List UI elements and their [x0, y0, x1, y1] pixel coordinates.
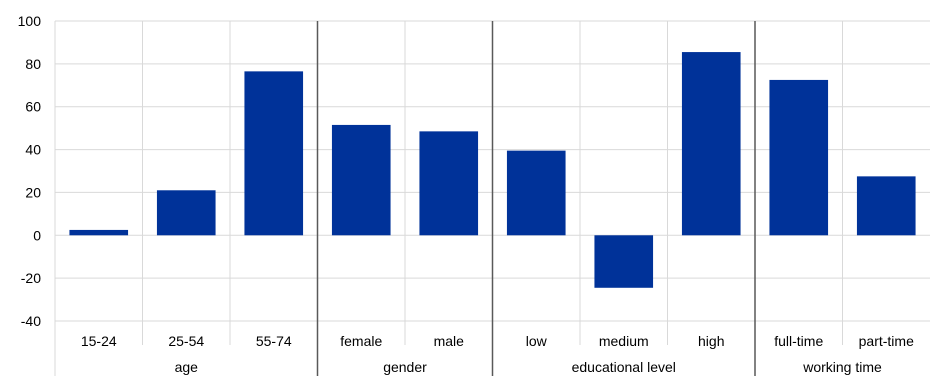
y-tick-label: 80	[25, 56, 41, 72]
bar-female	[331, 124, 391, 236]
x-tick-label: female	[340, 333, 382, 349]
y-tick-label: 0	[33, 227, 41, 243]
x-tick-label: full-time	[774, 333, 823, 349]
y-tick-label: -40	[21, 313, 41, 329]
y-tick-label: 40	[25, 142, 41, 158]
y-tick-label: 100	[18, 13, 42, 29]
group-label: educational level	[572, 359, 676, 375]
y-tick-label: -20	[21, 270, 41, 286]
bar-low	[506, 150, 566, 236]
bars	[69, 52, 916, 288]
x-tick-label: 55-74	[256, 333, 292, 349]
x-tick-label: high	[698, 333, 724, 349]
x-tick-label: 15-24	[81, 333, 117, 349]
labels: 100 80 60 40 20 0 -20 -40 15-24 25-54 55-74 female m…	[18, 13, 914, 375]
bar-high	[681, 52, 741, 236]
axes	[316, 21, 756, 376]
y-tick-label: 20	[25, 184, 41, 200]
bar-full-time	[769, 79, 829, 236]
x-tick-label: 25-54	[168, 333, 204, 349]
bar-part-time	[856, 176, 916, 236]
bar-25-54	[156, 190, 216, 236]
group-label: gender	[383, 359, 427, 375]
group-label: working time	[802, 359, 882, 375]
x-tick-label: male	[434, 333, 465, 349]
bar-medium	[594, 235, 654, 288]
bar-male	[419, 131, 479, 236]
bar-15-24	[69, 229, 129, 236]
group-label: age	[175, 359, 199, 375]
y-tick-label: 60	[25, 99, 41, 115]
bar-55-74	[244, 71, 304, 236]
x-tick-label: medium	[599, 333, 649, 349]
x-tick-label: low	[526, 333, 548, 349]
x-tick-label: part-time	[859, 333, 914, 349]
